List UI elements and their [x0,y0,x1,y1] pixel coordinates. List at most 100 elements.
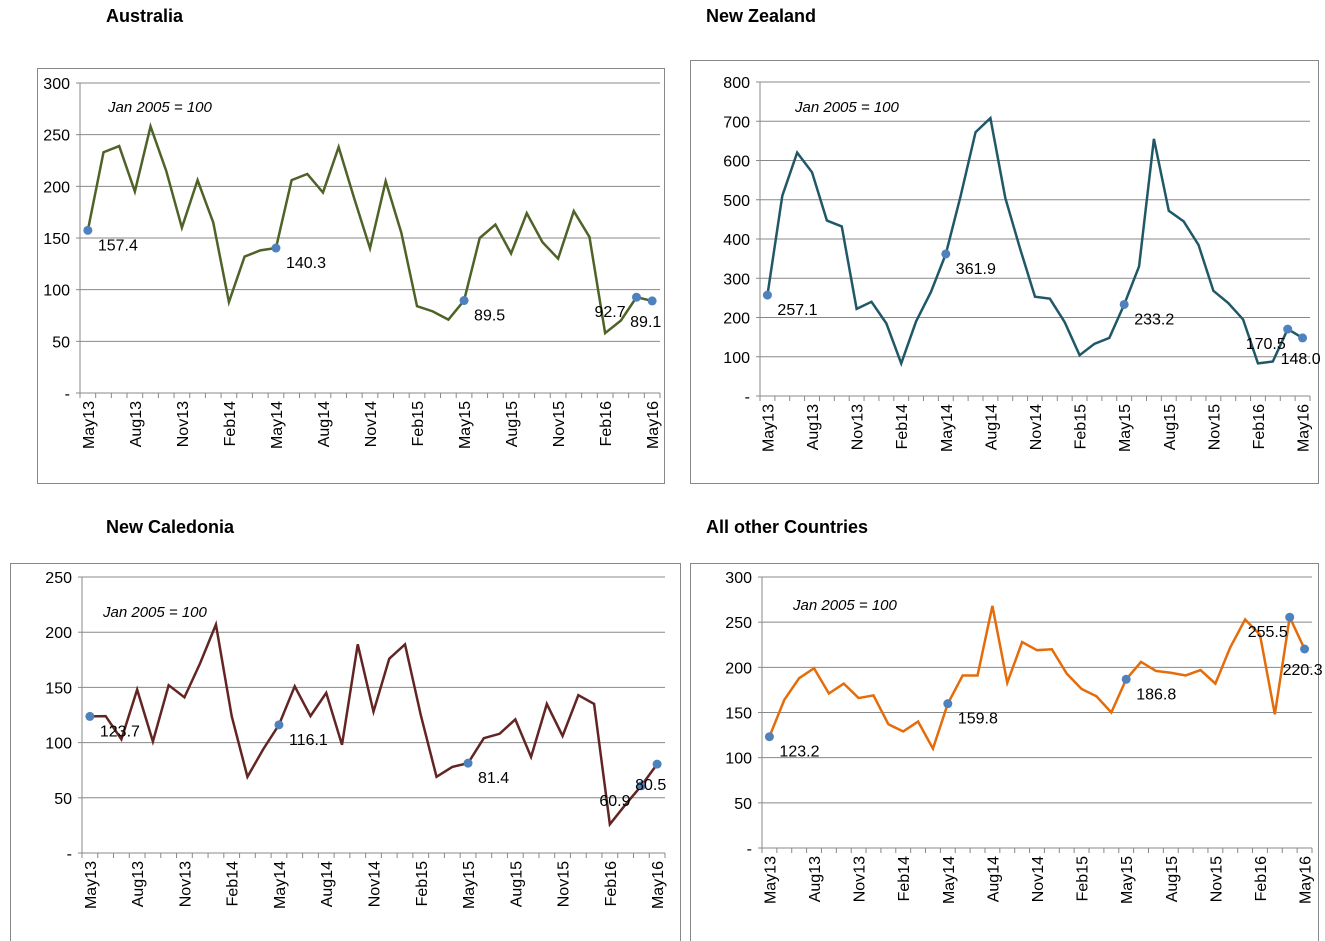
x-tick-label: May16 [1298,856,1315,904]
data-marker [636,781,646,791]
annotation: Jan 2005 = 100 [107,99,213,116]
series-line [86,122,653,336]
data-label: 89.1 [630,314,661,331]
x-tick-label: Nov14 [363,401,380,447]
x-tick-label: May13 [762,856,779,904]
data-label: 123.2 [779,744,819,761]
x-tick-label: Nov15 [551,401,568,447]
x-tick-label: May16 [645,401,662,449]
chart-frame [690,563,1319,941]
x-tick-label: May14 [941,856,958,904]
x-tick-label: May16 [650,861,667,909]
x-tick-label: Aug15 [504,401,521,447]
x-tick-label: Aug13 [130,861,147,907]
data-marker [631,292,641,302]
x-tick-label: May14 [939,404,956,452]
x-tick-label: Nov13 [177,861,194,907]
data-label: 157.4 [98,237,138,254]
chart-title: New Zealand [706,6,816,26]
x-tick-label: Nov15 [556,861,573,907]
data-marker [1121,674,1131,684]
x-tick-label: Nov14 [367,861,384,907]
x-tick-label: Feb15 [1073,404,1090,449]
annotation: Jan 2005 = 100 [794,99,900,116]
data-marker [652,759,662,769]
data-marker [941,249,951,259]
x-tick-label: Nov14 [1028,404,1045,450]
data-marker [271,243,281,253]
x-tick-label: Feb14 [894,404,911,449]
x-tick-label: Feb16 [598,401,615,446]
x-tick-label: Feb16 [603,861,620,906]
y-tick-label: - [65,386,70,403]
x-tick-label: Aug14 [985,856,1002,902]
y-tick-label: 50 [54,791,72,808]
x-tick-label: May14 [269,401,286,449]
y-tick-label: - [67,846,72,863]
x-tick-label: Nov14 [1030,856,1047,902]
chart-title: All other Countries [706,517,868,537]
annotation: Jan 2005 = 100 [102,604,208,621]
x-tick-label: Aug13 [128,401,145,447]
y-tick-label: 600 [723,154,750,171]
chart-title: Australia [106,6,184,26]
y-tick-label: - [747,841,752,858]
y-tick-label: 500 [723,193,750,210]
data-marker [764,732,774,742]
x-tick-label: Aug14 [319,861,336,907]
x-tick-label: Aug15 [1162,404,1179,450]
x-tick-label: Nov13 [850,404,867,450]
data-label: 255.5 [1248,624,1288,641]
y-tick-label: 50 [734,796,752,813]
x-tick-label: Aug15 [508,861,525,907]
y-tick-label: 300 [725,570,752,587]
data-marker [463,758,473,768]
x-tick-label: May13 [83,861,100,909]
y-tick-label: 200 [45,625,72,642]
y-tick-label: 100 [43,283,70,300]
y-tick-label: - [745,389,750,406]
x-tick-label: May13 [81,401,98,449]
x-tick-label: Feb14 [225,861,242,906]
x-tick-label: Nov15 [1206,404,1223,450]
x-tick-label: Feb16 [1253,856,1270,901]
y-tick-label: 200 [723,311,750,328]
data-label: 159.8 [958,711,998,728]
chart-frame [10,563,681,941]
y-tick-label: 50 [52,334,70,351]
y-tick-label: 250 [45,570,72,587]
x-tick-label: Nov13 [175,401,192,447]
y-tick-label: 300 [43,76,70,93]
x-tick-label: Aug14 [316,401,333,447]
x-tick-label: Aug13 [807,856,824,902]
x-tick-label: Aug13 [805,404,822,450]
data-label: 81.4 [478,770,509,787]
x-tick-label: Feb15 [1075,856,1092,901]
data-label: 60.9 [599,793,630,810]
y-tick-label: 150 [43,231,70,248]
data-label: 148.0 [1281,351,1321,368]
x-tick-label: May16 [1296,404,1313,452]
data-marker [762,290,772,300]
annotation: Jan 2005 = 100 [792,597,898,614]
x-tick-label: May15 [457,401,474,449]
x-tick-label: Aug14 [983,404,1000,450]
data-label: 233.2 [1134,311,1174,328]
y-tick-label: 200 [43,179,70,196]
x-tick-label: May15 [1119,856,1136,904]
y-tick-label: 250 [43,128,70,145]
x-tick-label: Aug15 [1164,856,1181,902]
data-label: 116.1 [289,732,328,749]
data-marker [1300,644,1310,654]
data-label: 170.5 [1246,336,1286,353]
data-label: 140.3 [286,255,326,272]
x-tick-label: May15 [1117,404,1134,452]
y-tick-label: 250 [725,615,752,632]
x-tick-label: May14 [272,861,289,909]
series-line [768,605,1306,752]
y-tick-label: 150 [45,680,72,697]
data-marker [1285,612,1295,622]
data-marker [459,296,469,306]
series-line [766,115,1304,368]
